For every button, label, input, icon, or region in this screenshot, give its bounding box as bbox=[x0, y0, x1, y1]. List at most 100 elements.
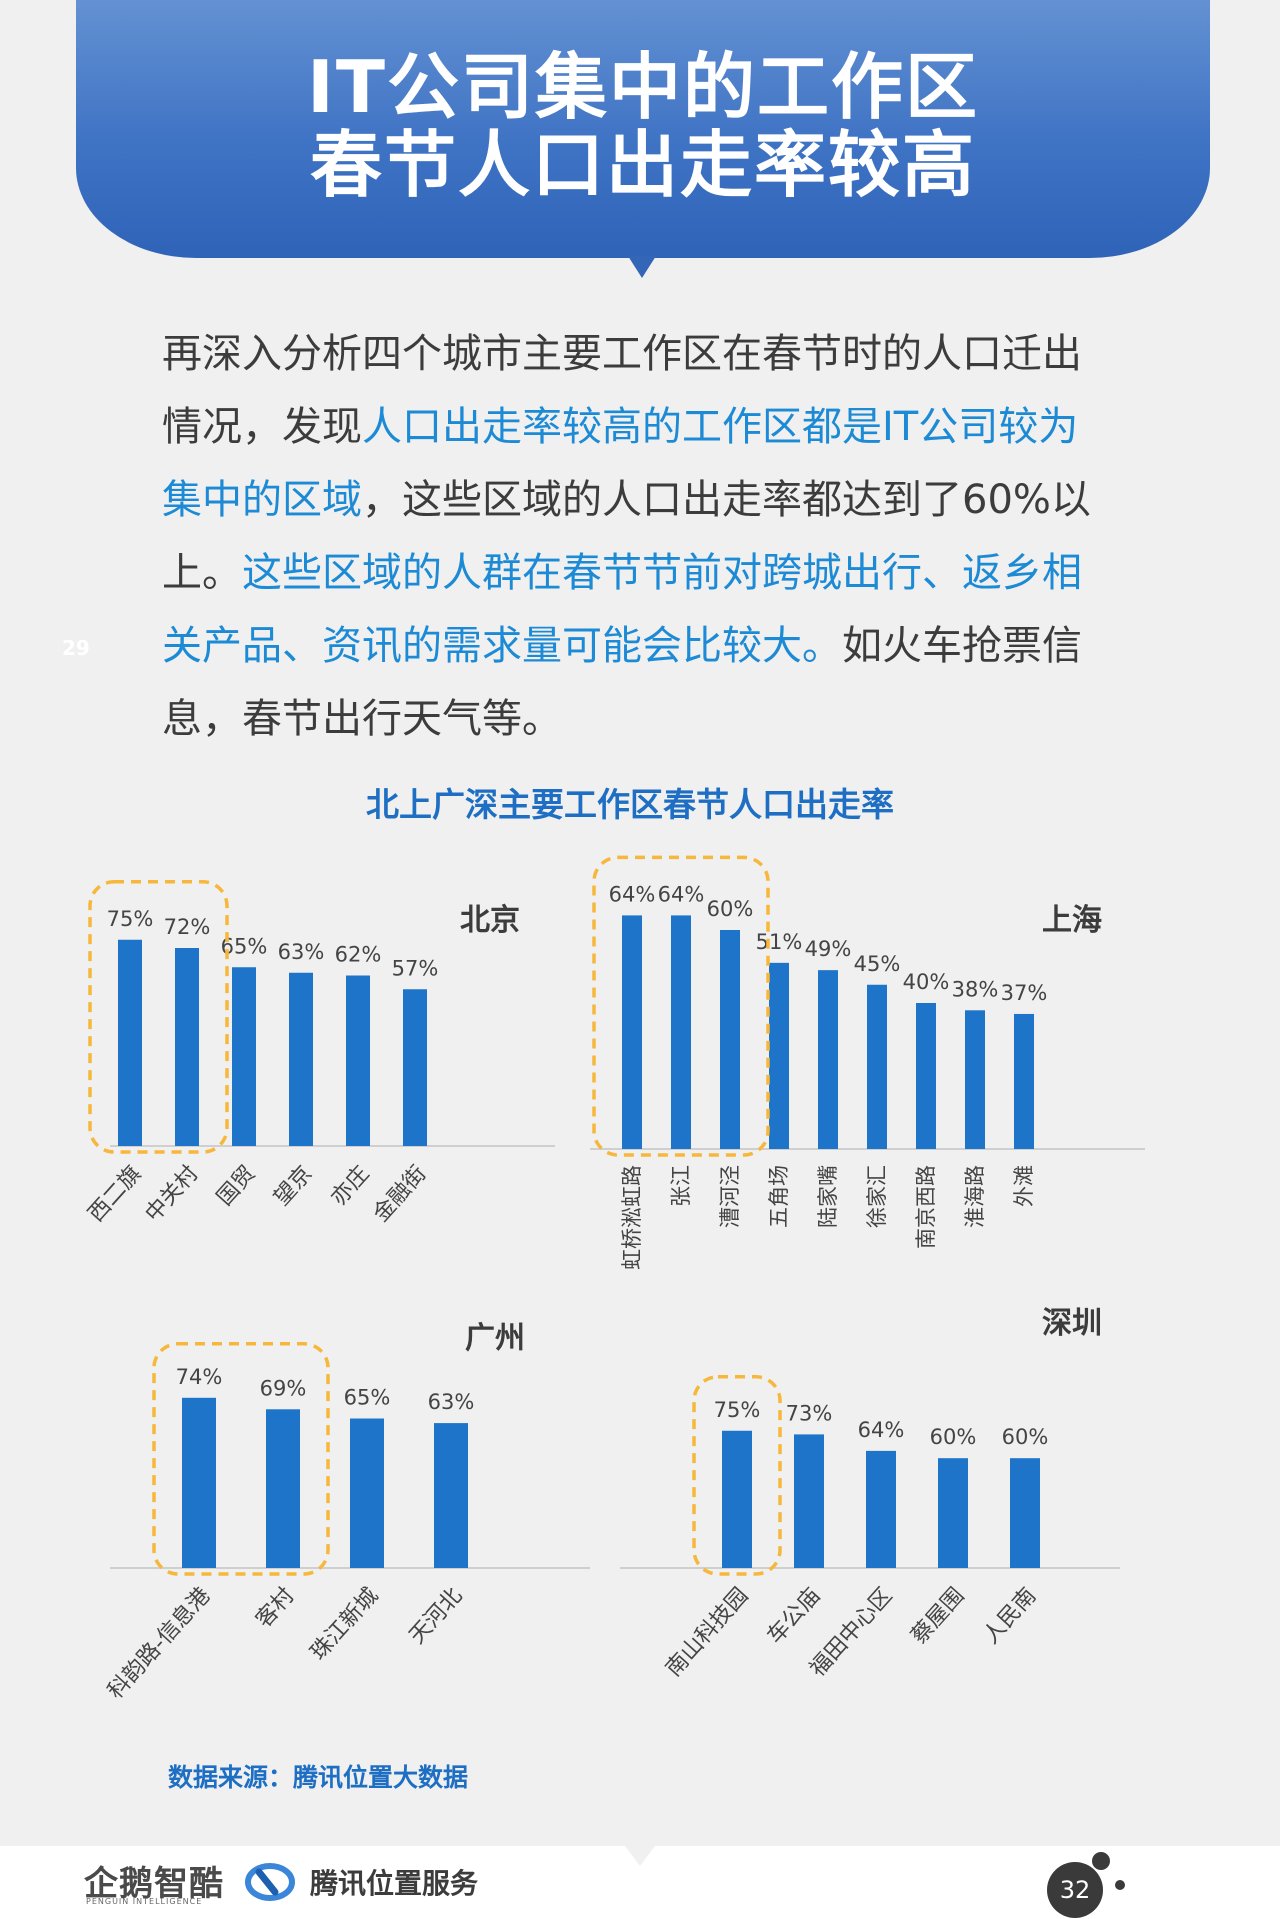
data-label: 45% bbox=[854, 952, 901, 976]
bar bbox=[1014, 1013, 1034, 1149]
bar bbox=[866, 1450, 896, 1568]
data-label: 75% bbox=[107, 907, 154, 931]
data-label: 72% bbox=[164, 915, 211, 939]
title-line-2: 春节人口出走率较高 bbox=[309, 123, 976, 207]
bar bbox=[671, 915, 691, 1149]
data-label: 65% bbox=[344, 1386, 391, 1410]
page-number-badge: 32 bbox=[1047, 1862, 1103, 1918]
banner-pointer bbox=[628, 256, 656, 278]
data-source: 数据来源：腾讯位置大数据 bbox=[168, 1763, 469, 1792]
paragraph-text-1: 再深入分析四个城市主要工作区在春节时的人口迁出情况，发现 bbox=[162, 331, 1082, 450]
category-tick-label: 南山科技园 bbox=[661, 1583, 753, 1681]
bar bbox=[346, 975, 370, 1146]
city-name-shenzhen: 深圳 bbox=[1042, 1306, 1102, 1341]
shanghai-chart: 64% 虹桥淞虹路 64% 张江 60% 漕河泾 51% 五角场 49% 陆家嘴 45% 徐家汇 40%… bbox=[590, 855, 1145, 1270]
bar bbox=[350, 1418, 384, 1568]
category-tick-label: 科韵路-信息港 bbox=[103, 1583, 215, 1704]
bar bbox=[794, 1434, 824, 1568]
data-label: 38% bbox=[952, 977, 999, 1001]
data-label: 57% bbox=[392, 956, 439, 980]
category-tick-label: 金融街 bbox=[369, 1161, 432, 1227]
city-name-beijing: 北京 bbox=[460, 903, 520, 938]
side-page-number: 29 bbox=[62, 636, 90, 660]
city-name-shanghai: 上海 bbox=[1042, 903, 1102, 938]
bar bbox=[769, 962, 789, 1149]
data-label: 49% bbox=[805, 937, 852, 961]
category-tick-label: 虹桥淞虹路 bbox=[620, 1165, 644, 1270]
category-tick-label: 外滩 bbox=[1012, 1165, 1036, 1207]
bar bbox=[182, 1397, 216, 1568]
paragraph-text-2: ，这些区域的人口出走率都达到了60%以上。 bbox=[162, 477, 1091, 596]
paragraph-highlight-1: 人口出走率较高的工作区都是IT公司较为集中的区域 bbox=[162, 404, 1079, 523]
city-name-guangzhou: 广州 bbox=[465, 1321, 525, 1356]
highlight-box bbox=[152, 1342, 330, 1576]
category-tick-label: 中关村 bbox=[141, 1161, 204, 1227]
page-title: IT公司集中的工作区 春节人口出走率较高 bbox=[76, 48, 1210, 204]
decorative-dot bbox=[1092, 1852, 1110, 1870]
data-label: 51% bbox=[756, 930, 803, 954]
guangzhou-chart: 74% 科韵路-信息港 69% 客村 65% 珠江新城 63% 天河北 bbox=[103, 1342, 590, 1704]
bar bbox=[118, 939, 142, 1146]
data-label: 63% bbox=[278, 940, 325, 964]
highlight-box bbox=[88, 880, 229, 1154]
data-label: 60% bbox=[1002, 1425, 1049, 1449]
highlight-box bbox=[692, 1375, 782, 1576]
category-tick-label: 客村 bbox=[251, 1583, 299, 1632]
data-label: 73% bbox=[786, 1401, 833, 1425]
data-label: 64% bbox=[858, 1418, 905, 1442]
bar bbox=[175, 948, 199, 1146]
bar bbox=[434, 1423, 468, 1568]
bar bbox=[232, 967, 256, 1146]
bar bbox=[722, 1430, 752, 1568]
category-tick-label: 南京西路 bbox=[914, 1165, 938, 1249]
bar bbox=[867, 984, 887, 1149]
tencent-location-logo: 腾讯位置服务 bbox=[310, 1867, 479, 1900]
title-banner bbox=[76, 0, 1210, 258]
category-tick-label: 人民南 bbox=[979, 1583, 1042, 1649]
bar bbox=[289, 972, 313, 1146]
category-tick-label: 张江 bbox=[669, 1165, 693, 1207]
body-paragraph: 再深入分析四个城市主要工作区在春节时的人口迁出情况，发现人口出走率较高的工作区都… bbox=[162, 318, 1102, 756]
highlight-box bbox=[592, 855, 770, 1157]
bar bbox=[818, 970, 838, 1149]
data-label: 74% bbox=[176, 1365, 223, 1389]
chart-title: 北上广深主要工作区春节人口出走率 bbox=[366, 785, 894, 824]
decorative-dot bbox=[1115, 1880, 1125, 1890]
bar bbox=[403, 989, 427, 1146]
bar bbox=[916, 1003, 936, 1149]
bar bbox=[720, 930, 740, 1149]
category-tick-label: 陆家嘴 bbox=[816, 1165, 840, 1228]
category-tick-label: 亦庄 bbox=[326, 1161, 374, 1210]
penguin-logo-subtitle: PENGUIN INTELLIGENCE bbox=[86, 1897, 203, 1906]
data-label: 40% bbox=[903, 970, 950, 994]
category-tick-label: 五角场 bbox=[767, 1165, 791, 1228]
data-label: 62% bbox=[335, 943, 382, 967]
bar bbox=[266, 1409, 300, 1568]
bar bbox=[965, 1010, 985, 1149]
title-line-1: IT公司集中的工作区 bbox=[307, 45, 979, 129]
bar bbox=[1010, 1458, 1040, 1568]
data-label: 60% bbox=[930, 1425, 977, 1449]
paragraph-highlight-2: 这些区域的人群在春节节前对跨城出行、返乡相关产品、资讯的需求量可能会比较大。 bbox=[162, 550, 1082, 669]
data-label: 69% bbox=[260, 1376, 307, 1400]
data-label: 75% bbox=[714, 1398, 761, 1422]
data-label: 64% bbox=[609, 882, 656, 906]
data-label: 64% bbox=[658, 882, 705, 906]
category-tick-label: 望京 bbox=[269, 1161, 317, 1210]
category-tick-label: 天河北 bbox=[405, 1583, 468, 1649]
paragraph-text-3: 如火车抢票信息，春节出行天气等。 bbox=[162, 623, 1082, 742]
category-tick-label: 国贸 bbox=[212, 1161, 260, 1210]
footer-pointer bbox=[625, 1846, 655, 1866]
penguin-logo: 企鹅智酷 bbox=[84, 1864, 224, 1904]
data-label: 60% bbox=[707, 897, 754, 921]
category-tick-label: 蔡屋围 bbox=[907, 1583, 970, 1649]
category-tick-label: 漕河泾 bbox=[718, 1165, 742, 1228]
data-label: 37% bbox=[1001, 981, 1048, 1005]
category-tick-label: 西二旗 bbox=[84, 1161, 147, 1227]
category-tick-label: 车公庙 bbox=[763, 1583, 826, 1649]
tencent-location-icon bbox=[245, 1863, 295, 1901]
data-label: 63% bbox=[428, 1390, 475, 1414]
bar bbox=[938, 1458, 968, 1568]
